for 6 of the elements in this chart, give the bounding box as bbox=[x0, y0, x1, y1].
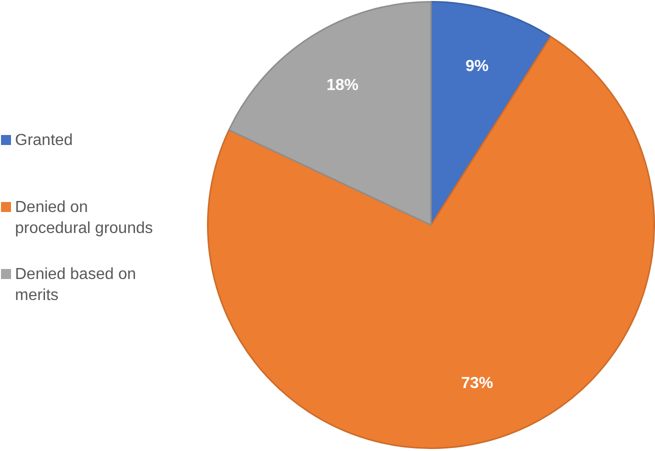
legend-label: Denied on procedural grounds bbox=[15, 198, 154, 239]
legend-label: Granted bbox=[15, 131, 74, 151]
data-label: 73% bbox=[461, 375, 494, 392]
legend-label: Denied based on merits bbox=[15, 265, 137, 306]
data-label: 18% bbox=[326, 76, 358, 94]
data-label: 9% bbox=[466, 58, 489, 75]
